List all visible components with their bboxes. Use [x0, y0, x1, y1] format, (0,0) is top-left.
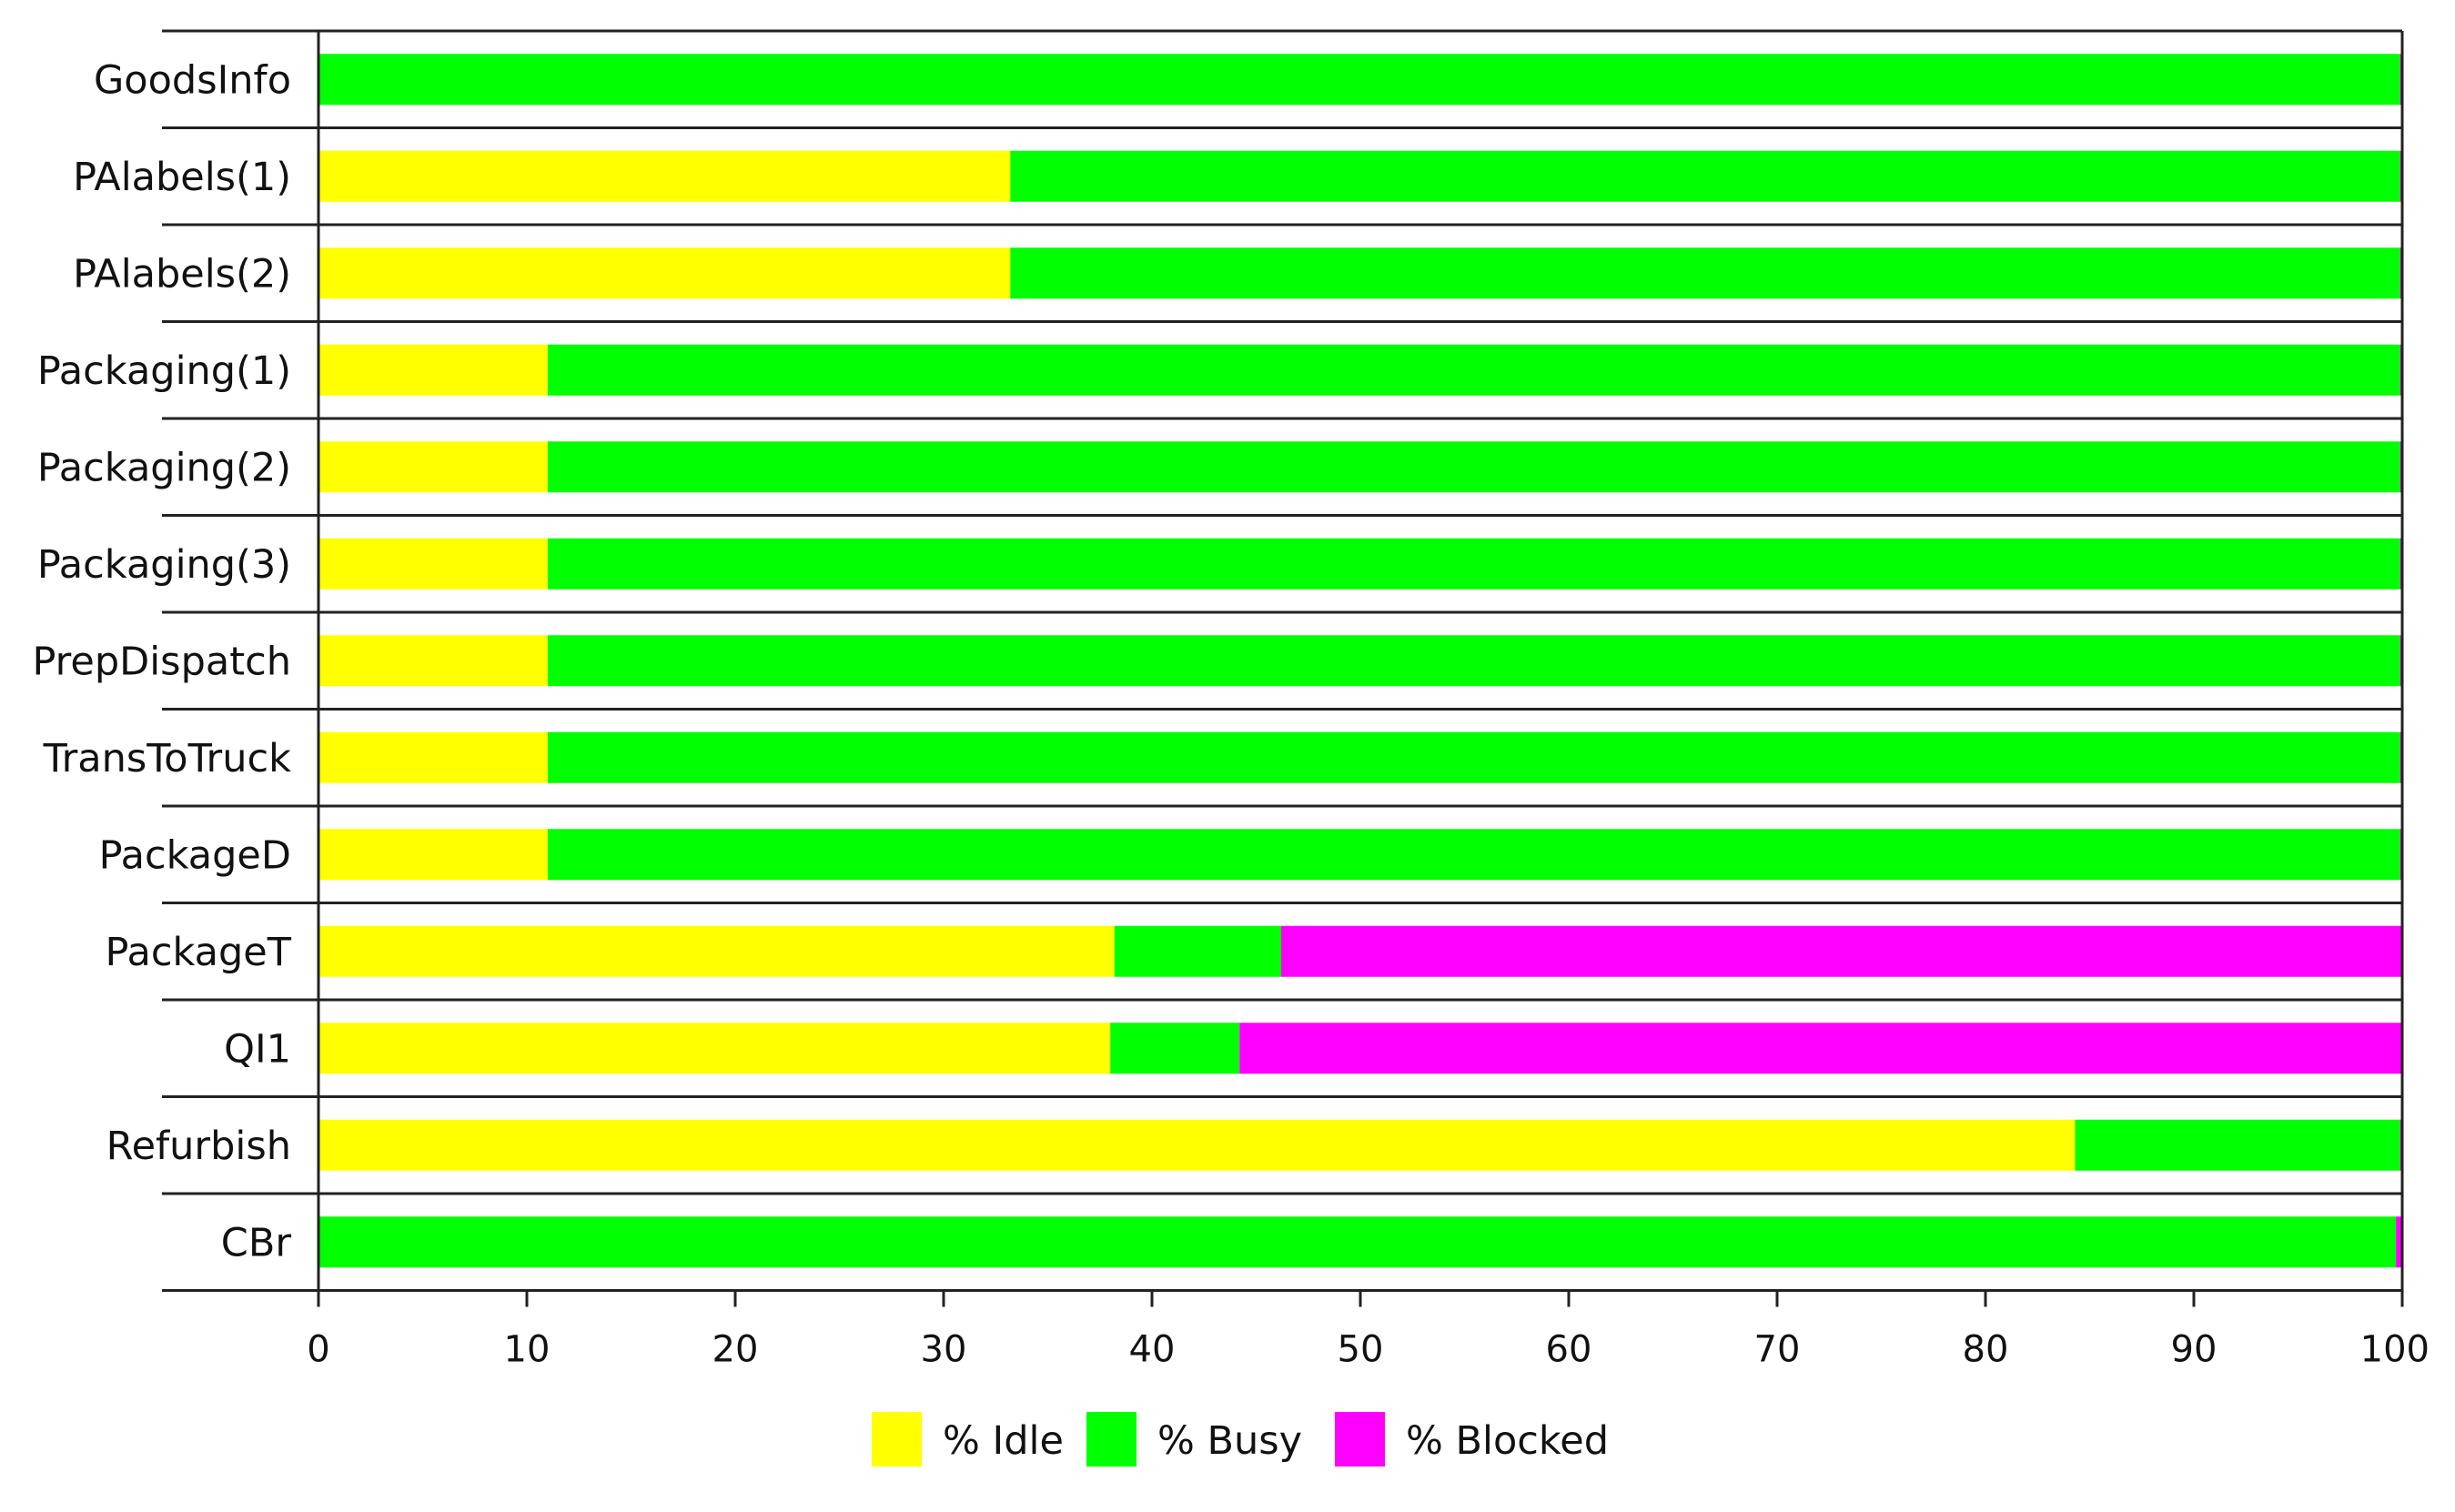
bar-busy: [318, 1216, 2397, 1268]
x-ticks: 0 10 20 30 40 50 60 70 80 90 100: [307, 1290, 2430, 1371]
bar-busy: [318, 54, 2400, 106]
legend-swatch-busy: [1086, 1412, 1137, 1467]
category-label: QI1: [224, 1026, 291, 1072]
bar-idle: [318, 441, 548, 493]
bar-busy: [2075, 1119, 2400, 1171]
category-label: GoodsInfo: [94, 57, 291, 103]
bar-idle: [318, 731, 548, 783]
bar-idle: [318, 247, 1011, 299]
legend-swatch-idle: [872, 1412, 922, 1467]
category-label: CBr: [221, 1220, 292, 1265]
bar-blocked: [1280, 925, 2402, 977]
bar-busy: [1114, 925, 1281, 977]
category-label: PackageT: [105, 930, 291, 975]
bar-busy: [1010, 150, 2400, 202]
x-tick-label: 70: [1754, 1329, 1801, 1371]
legend-label: % Busy: [1157, 1418, 1302, 1464]
bar-idle: [318, 635, 548, 687]
category-label: PackageD: [99, 832, 291, 878]
bar-idle: [318, 1119, 2076, 1171]
bar-idle: [318, 925, 1115, 977]
bar-blocked: [2396, 1216, 2402, 1268]
bar-busy: [1010, 247, 2400, 299]
x-tick-label: 60: [1546, 1329, 1592, 1371]
category-labels: GoodsInfo PAlabels(1) PAlabels(2) Packaging…: [32, 57, 291, 1265]
legend-swatch-blocked: [1335, 1412, 1385, 1467]
x-tick-label: 100: [2360, 1329, 2430, 1371]
category-label: Packaging(2): [37, 445, 291, 490]
legend-label: % Idle: [943, 1418, 1064, 1464]
category-label: PrepDispatch: [32, 639, 291, 684]
bar-idle: [318, 344, 548, 396]
row-separators: [162, 29, 2402, 1292]
x-tick-label: 20: [712, 1329, 759, 1371]
axes: [317, 31, 2404, 1307]
category-label: PAlabels(1): [73, 155, 291, 200]
category-label: PAlabels(2): [73, 251, 291, 297]
bar-busy: [547, 441, 2400, 493]
x-tick-label: 40: [1129, 1329, 1176, 1371]
category-label: TransToTruck: [43, 736, 291, 781]
bar-idle: [318, 829, 548, 881]
bar-busy: [1110, 1023, 1240, 1074]
legend-label: % Blocked: [1406, 1418, 1609, 1464]
category-label: Refurbish: [106, 1124, 291, 1169]
x-tick-label: 30: [921, 1329, 967, 1371]
legend: % Idle % Busy % Blocked: [872, 1412, 1609, 1467]
category-label: Packaging(1): [37, 348, 291, 394]
bar-busy: [547, 829, 2400, 881]
x-tick-label: 10: [504, 1329, 551, 1371]
bar-idle: [318, 538, 548, 590]
x-tick-label: 80: [1963, 1329, 2009, 1371]
bars: [318, 54, 2402, 1268]
bar-idle: [318, 150, 1011, 202]
bar-idle: [318, 1023, 1111, 1074]
x-tick-label: 90: [2171, 1329, 2218, 1371]
x-tick-label: 0: [307, 1329, 329, 1371]
bar-busy: [547, 731, 2400, 783]
bar-busy: [547, 538, 2400, 590]
bar-busy: [547, 344, 2400, 396]
x-tick-label: 50: [1338, 1329, 1384, 1371]
bar-busy: [547, 635, 2400, 687]
bar-blocked: [1239, 1023, 2402, 1074]
category-label: Packaging(3): [37, 542, 291, 588]
